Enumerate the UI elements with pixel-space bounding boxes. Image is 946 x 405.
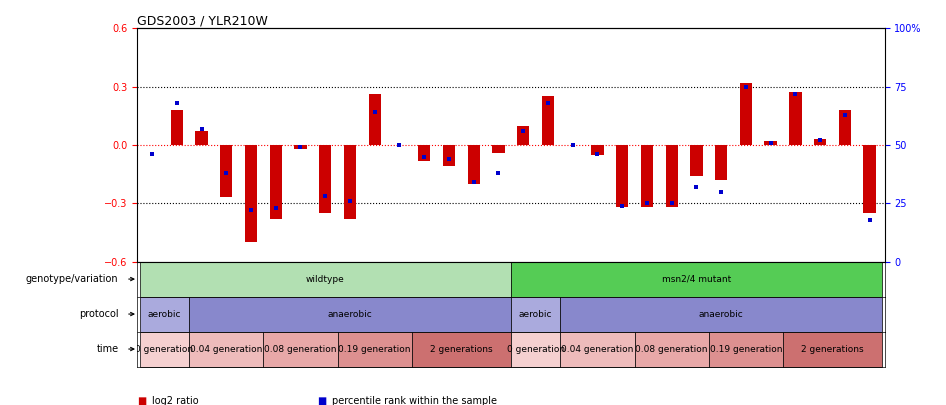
Point bbox=[713, 188, 728, 195]
Text: 0 generation: 0 generation bbox=[506, 345, 565, 354]
Point bbox=[169, 100, 184, 106]
Bar bbox=[343, 145, 357, 219]
Text: 0.19 generation: 0.19 generation bbox=[710, 345, 782, 354]
Bar bbox=[542, 96, 554, 145]
Bar bbox=[591, 145, 604, 155]
Point bbox=[788, 90, 803, 97]
Point bbox=[416, 153, 431, 160]
Bar bbox=[170, 110, 183, 145]
Point bbox=[516, 128, 531, 134]
Text: log2 ratio: log2 ratio bbox=[152, 396, 199, 405]
Text: aerobic: aerobic bbox=[518, 309, 552, 319]
Point bbox=[367, 109, 382, 115]
Point bbox=[342, 198, 358, 204]
Point bbox=[540, 100, 555, 106]
Bar bbox=[864, 145, 876, 213]
Bar bbox=[369, 94, 381, 145]
Bar bbox=[789, 92, 801, 145]
Point bbox=[763, 139, 779, 146]
Bar bbox=[270, 145, 282, 219]
Text: time: time bbox=[96, 344, 118, 354]
Text: percentile rank within the sample: percentile rank within the sample bbox=[332, 396, 497, 405]
Bar bbox=[665, 145, 678, 207]
Text: GDS2003 / YLR210W: GDS2003 / YLR210W bbox=[137, 14, 268, 27]
Text: 2 generations: 2 generations bbox=[430, 345, 493, 354]
Bar bbox=[560, 296, 882, 332]
Point bbox=[466, 179, 482, 185]
Point bbox=[318, 193, 333, 200]
Bar bbox=[263, 332, 338, 367]
Text: 0.19 generation: 0.19 generation bbox=[339, 345, 411, 354]
Text: anaerobic: anaerobic bbox=[699, 309, 744, 319]
Bar bbox=[245, 145, 257, 242]
Bar bbox=[319, 145, 331, 213]
Point bbox=[664, 200, 679, 207]
Bar bbox=[189, 332, 263, 367]
Bar bbox=[443, 145, 455, 166]
Point bbox=[739, 83, 754, 90]
Point bbox=[639, 200, 655, 207]
Point bbox=[615, 202, 630, 209]
Bar bbox=[195, 131, 208, 145]
Point bbox=[837, 111, 852, 118]
Bar bbox=[740, 83, 752, 145]
Bar bbox=[709, 332, 783, 367]
Text: msn2/4 mutant: msn2/4 mutant bbox=[662, 275, 731, 284]
Bar bbox=[412, 332, 511, 367]
Bar bbox=[220, 145, 233, 198]
Bar bbox=[511, 262, 882, 296]
Bar bbox=[140, 296, 189, 332]
Text: ■: ■ bbox=[137, 396, 147, 405]
Point bbox=[565, 142, 580, 148]
Bar bbox=[467, 145, 480, 184]
Bar bbox=[338, 332, 412, 367]
Bar bbox=[783, 332, 882, 367]
Bar bbox=[511, 332, 560, 367]
Bar bbox=[560, 332, 635, 367]
Bar bbox=[616, 145, 628, 207]
Bar bbox=[492, 145, 504, 153]
Text: 0.04 generation: 0.04 generation bbox=[190, 345, 262, 354]
Bar bbox=[635, 332, 709, 367]
Bar bbox=[511, 296, 560, 332]
Bar bbox=[814, 139, 827, 145]
Point bbox=[491, 170, 506, 176]
Bar bbox=[418, 145, 430, 160]
Point bbox=[689, 184, 704, 190]
Bar bbox=[764, 141, 777, 145]
Text: aerobic: aerobic bbox=[148, 309, 181, 319]
Point bbox=[590, 151, 605, 158]
Text: 0.08 generation: 0.08 generation bbox=[264, 345, 337, 354]
Point bbox=[813, 137, 828, 143]
Point bbox=[194, 126, 209, 132]
Point bbox=[293, 144, 308, 151]
Bar bbox=[691, 145, 703, 176]
Text: anaerobic: anaerobic bbox=[327, 309, 373, 319]
Text: 0.04 generation: 0.04 generation bbox=[561, 345, 634, 354]
Point bbox=[243, 207, 258, 213]
Bar bbox=[140, 262, 511, 296]
Point bbox=[442, 156, 457, 162]
Point bbox=[392, 142, 407, 148]
Bar bbox=[189, 296, 511, 332]
Bar bbox=[839, 110, 851, 145]
Bar bbox=[140, 332, 189, 367]
Point bbox=[268, 205, 283, 211]
Text: genotype/variation: genotype/variation bbox=[26, 274, 118, 284]
Point bbox=[219, 170, 234, 176]
Text: 0.08 generation: 0.08 generation bbox=[636, 345, 708, 354]
Point bbox=[862, 216, 877, 223]
Bar bbox=[715, 145, 727, 180]
Bar bbox=[294, 145, 307, 149]
Point bbox=[145, 151, 160, 158]
Text: 2 generations: 2 generations bbox=[801, 345, 864, 354]
Text: ■: ■ bbox=[317, 396, 326, 405]
Bar bbox=[640, 145, 653, 207]
Bar bbox=[517, 126, 530, 145]
Text: protocol: protocol bbox=[79, 309, 118, 319]
Text: 0 generation: 0 generation bbox=[135, 345, 193, 354]
Text: wildtype: wildtype bbox=[306, 275, 344, 284]
